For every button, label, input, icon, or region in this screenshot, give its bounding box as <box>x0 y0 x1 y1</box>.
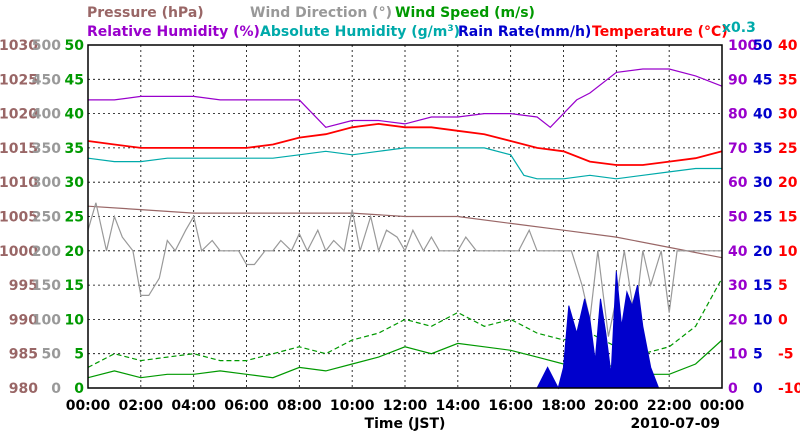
ytick-pressure: 1025 <box>0 72 38 88</box>
legend-abs_hum: Absolute Humidity (g/m3) <box>260 24 460 40</box>
ytick-rel_hum: 30 <box>728 278 748 294</box>
ytick-wind_dir: 200 <box>32 244 61 260</box>
ytick-temp: 10 <box>778 244 798 260</box>
legend-wind_speed: Wind Speed (m/s) <box>395 5 535 21</box>
ytick-rel_hum: 10 <box>728 347 748 363</box>
xtick: 10:00 <box>330 398 375 414</box>
ytick-rain: 40 <box>753 107 773 123</box>
xtick: 18:00 <box>541 398 586 414</box>
ytick-wind_speed: 35 <box>65 141 84 157</box>
ytick-temp: 30 <box>778 107 798 123</box>
ytick-wind_speed: 20 <box>65 244 85 260</box>
ytick-pressure: 1000 <box>0 244 38 260</box>
ytick-rel_hum: 0 <box>728 381 738 397</box>
ytick-pressure: 1010 <box>0 175 38 191</box>
ytick-rain: 15 <box>753 278 772 294</box>
ytick-pressure: 1020 <box>0 107 38 123</box>
series-rel_hum <box>88 68 723 129</box>
ytick-rain: 0 <box>753 381 763 397</box>
plot-frame <box>87 44 723 389</box>
ytick-rel_hum: 60 <box>728 175 748 191</box>
ytick-wind_dir: 50 <box>42 347 62 363</box>
ytick-wind_speed: 50 <box>65 38 85 54</box>
legend-rain-factor: x0.3 <box>722 20 756 36</box>
ytick-rel_hum: 50 <box>728 210 748 226</box>
ytick-pressure: 1015 <box>0 141 38 157</box>
ytick-rel_hum: 40 <box>728 244 748 260</box>
ytick-wind_speed: 30 <box>65 175 85 191</box>
xtick: 04:00 <box>171 398 216 414</box>
ytick-pressure: 1030 <box>0 38 38 54</box>
ytick-pressure: 985 <box>9 347 38 363</box>
legend-rel_hum: Relative Humidity (%) <box>87 24 260 40</box>
xtick: 08:00 <box>277 398 322 414</box>
ytick-wind_speed: 25 <box>65 210 84 226</box>
ytick-rain: 35 <box>753 141 772 157</box>
ytick-wind_dir: 450 <box>32 72 61 88</box>
ytick-wind_dir: 350 <box>32 141 61 157</box>
xtick: 06:00 <box>224 398 269 414</box>
ytick-wind_speed: 15 <box>65 278 84 294</box>
series-rain <box>536 271 660 390</box>
ytick-wind_dir: 250 <box>32 210 61 226</box>
ytick-rain: 10 <box>753 312 773 328</box>
ytick-wind_speed: 5 <box>74 347 84 363</box>
ytick-wind_dir: 0 <box>51 381 61 397</box>
ytick-temp: 5 <box>778 278 788 294</box>
legend: Pressure (hPa) Wind Direction (°) Wind Spe… <box>87 5 756 40</box>
ytick-wind_speed: 40 <box>65 107 85 123</box>
ytick-temp: 20 <box>778 175 798 191</box>
ytick-rel_hum: 70 <box>728 141 748 157</box>
xtick: 20:00 <box>594 398 639 414</box>
series-abs_hum <box>87 147 722 180</box>
xtick: 14:00 <box>436 398 481 414</box>
ytick-pressure: 1005 <box>0 210 38 226</box>
legend-rain: Rain Rate(mm/h) <box>458 24 591 40</box>
ytick-wind_speed: 0 <box>74 381 84 397</box>
ytick-wind_speed: 45 <box>65 72 84 88</box>
ytick-rel_hum: 80 <box>728 107 748 123</box>
legend-wind_dir: Wind Direction (°) <box>250 5 392 21</box>
x-axis-label: Time (JST) <box>365 416 446 432</box>
series-pressure <box>87 205 723 259</box>
series-temp <box>87 122 723 166</box>
xtick: 16:00 <box>488 398 533 414</box>
ytick-temp: 40 <box>778 38 798 54</box>
ytick-rain: 5 <box>753 347 763 363</box>
ytick-temp: -5 <box>778 347 794 363</box>
legend-pressure: Pressure (hPa) <box>87 5 204 21</box>
ytick-pressure: 980 <box>9 381 38 397</box>
ytick-rain: 30 <box>753 175 773 191</box>
ytick-rain: 25 <box>753 210 772 226</box>
ytick-rain: 50 <box>753 38 773 54</box>
series-layer <box>87 68 723 390</box>
xtick: 02:00 <box>119 398 164 414</box>
xtick: 00:00 <box>700 398 745 414</box>
ytick-rel_hum: 100 <box>728 38 757 54</box>
ytick-wind_speed: 10 <box>65 312 85 328</box>
ytick-rel_hum: 90 <box>728 72 748 88</box>
xtick: 22:00 <box>647 398 692 414</box>
xtick: 00:00 <box>66 398 111 414</box>
ytick-pressure: 995 <box>9 278 38 294</box>
ytick-wind_dir: 100 <box>32 312 61 328</box>
ytick-wind_dir: 500 <box>32 38 61 54</box>
ytick-temp: 25 <box>778 141 797 157</box>
xtick: 12:00 <box>383 398 428 414</box>
ytick-wind_dir: 300 <box>32 175 61 191</box>
ytick-wind_dir: 400 <box>32 107 61 123</box>
legend-temp: Temperature (°C) <box>592 24 728 40</box>
ytick-temp: 15 <box>778 210 797 226</box>
ytick-pressure: 990 <box>9 312 38 328</box>
ytick-rel_hum: 20 <box>728 312 748 328</box>
ytick-temp: -10 <box>778 381 800 397</box>
date-label: 2010-07-09 <box>630 416 720 432</box>
axis-layer: 9809859909951000100510101015102010251030… <box>0 38 800 414</box>
ytick-rain: 45 <box>753 72 772 88</box>
ytick-temp: 35 <box>778 72 797 88</box>
ytick-temp: 0 <box>778 312 788 328</box>
ytick-rain: 20 <box>753 244 773 260</box>
ytick-wind_dir: 150 <box>32 278 61 294</box>
